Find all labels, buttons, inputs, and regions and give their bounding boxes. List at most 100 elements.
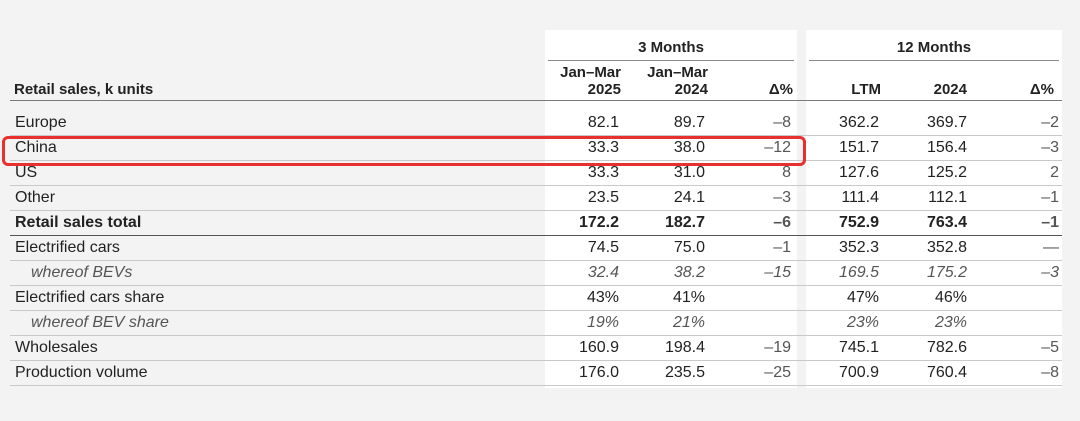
table-cell: 74.5 <box>544 235 622 261</box>
table-cell: 31.0 <box>622 160 708 186</box>
table-cell: 172.2 <box>544 210 622 236</box>
table-cell: –6 <box>708 210 794 236</box>
col-header-delta-12m: Δ% <box>1029 81 1054 98</box>
table-cell: 763.4 <box>882 210 970 236</box>
group-header-3-months: 3 Months <box>548 38 794 61</box>
table-cell: 151.7 <box>794 135 882 161</box>
row-label: Retail sales total <box>10 210 544 236</box>
table-row: Wholesales 160.9 198.4 –19 745.1 782.6 –5 <box>10 335 1062 361</box>
table-cell: 38.2 <box>622 260 708 286</box>
table-cell: 198.4 <box>622 335 708 361</box>
table-row: Production volume 176.0 235.5 –25 700.9 760.4… <box>10 360 1062 386</box>
table-cell: 33.3 <box>544 160 622 186</box>
table-cell: –1 <box>970 185 1062 211</box>
table-cell: 745.1 <box>794 335 882 361</box>
table-cell: 8 <box>708 160 794 186</box>
table-row: Retail sales total 172.2 182.7 –6 752.9 763.4… <box>10 210 1062 236</box>
table-cell: 700.9 <box>794 360 882 386</box>
col-header-2024: 2024 <box>933 81 967 98</box>
row-label: Other <box>10 185 544 211</box>
table-cell: 127.6 <box>794 160 882 186</box>
table-cell: 23% <box>794 310 882 336</box>
table-cell: 176.0 <box>544 360 622 386</box>
table-cell: 23.5 <box>544 185 622 211</box>
table-cell: 752.9 <box>794 210 882 236</box>
table-cell: 175.2 <box>882 260 970 286</box>
table-cell: 156.4 <box>882 135 970 161</box>
table-cell: 89.7 <box>622 111 708 136</box>
table-cell: –3 <box>970 135 1062 161</box>
table-cell: 82.1 <box>544 111 622 136</box>
table-cell: 47% <box>794 285 882 311</box>
table-cell: 169.5 <box>794 260 882 286</box>
table-cell: 111.4 <box>794 185 882 211</box>
table-cell: 352.8 <box>882 235 970 261</box>
row-label: Europe <box>10 111 544 136</box>
row-label: China <box>10 135 544 161</box>
table-cell: 782.6 <box>882 335 970 361</box>
table-cell: –1 <box>970 210 1062 236</box>
table-row: US 33.3 31.0 8 127.6 125.2 2 <box>10 160 1062 186</box>
table-cell: –12 <box>708 135 794 161</box>
table-row: China 33.3 38.0 –12 151.7 156.4 –3 <box>10 135 1062 161</box>
col-header-line1: Jan–Mar <box>647 64 708 81</box>
row-label: US <box>10 160 544 186</box>
table-cell: –2 <box>970 111 1062 136</box>
row-label: Production volume <box>10 360 544 386</box>
row-label: Electrified cars share <box>10 285 544 311</box>
col-header-line2: 2024 <box>674 81 708 98</box>
table-cell: 352.3 <box>794 235 882 261</box>
table-row: Europe 82.1 89.7 –8 362.2 369.7 –2 <box>10 111 1062 136</box>
col-header-jan-mar-2025: Jan–Mar 2025 <box>548 64 621 98</box>
table-cell: –19 <box>708 335 794 361</box>
table-cell: –3 <box>970 260 1062 286</box>
table-cell: 46% <box>882 285 970 311</box>
col-header-ltm: LTM <box>851 81 881 98</box>
table-row: Other 23.5 24.1 –3 111.4 112.1 –1 <box>10 185 1062 211</box>
table-cell: 760.4 <box>882 360 970 386</box>
table-row: Electrified cars share 43% 41% 47% 46% <box>10 285 1062 311</box>
row-label: whereof BEV share <box>10 310 544 336</box>
col-header-line1: Jan–Mar <box>560 64 621 81</box>
col-header-jan-mar-2024: Jan–Mar 2024 <box>630 64 708 98</box>
table-cell: 21% <box>622 310 708 336</box>
table-cell: –1 <box>708 235 794 261</box>
col-header-line2: 2025 <box>587 81 621 98</box>
table-cell: 38.0 <box>622 135 708 161</box>
table-cell <box>970 310 1062 336</box>
table-cell: 160.9 <box>544 335 622 361</box>
table-cell: –3 <box>708 185 794 211</box>
table-cell: –5 <box>970 335 1062 361</box>
table-cell: –15 <box>708 260 794 286</box>
table-cell <box>708 310 794 336</box>
table-cell: 362.2 <box>794 111 882 136</box>
table-cell: 23% <box>882 310 970 336</box>
data-table: Europe 82.1 89.7 –8 362.2 369.7 –2 China 33.3 38.… <box>10 111 1062 386</box>
table-cell: 33.3 <box>544 135 622 161</box>
table-cell: 182.7 <box>622 210 708 236</box>
table-cell: 125.2 <box>882 160 970 186</box>
col-header-delta-3m: Δ% <box>768 81 793 98</box>
row-header-label: Retail sales, k units <box>14 81 154 98</box>
table-cell: –25 <box>708 360 794 386</box>
table-row: whereof BEVs 32.4 38.2 –15 169.5 175.2 –3 <box>10 260 1062 286</box>
table-cell: –8 <box>970 360 1062 386</box>
table-row: whereof BEV share 19% 21% 23% 23% <box>10 310 1062 336</box>
table-cell: 41% <box>622 285 708 311</box>
row-label: Wholesales <box>10 335 544 361</box>
table-cell <box>970 285 1062 311</box>
row-label: whereof BEVs <box>10 260 544 286</box>
table-cell: 2 <box>970 160 1062 186</box>
table-cell: 235.5 <box>622 360 708 386</box>
table-cell: 75.0 <box>622 235 708 261</box>
table-cell: — <box>970 235 1062 261</box>
table-cell: 19% <box>544 310 622 336</box>
row-label: Electrified cars <box>10 235 544 261</box>
table-cell: 369.7 <box>882 111 970 136</box>
table-cell: –8 <box>708 111 794 136</box>
table-cell: 112.1 <box>882 185 970 211</box>
header-rule <box>10 100 1062 101</box>
group-header-12-months: 12 Months <box>809 38 1059 61</box>
table-cell: 24.1 <box>622 185 708 211</box>
